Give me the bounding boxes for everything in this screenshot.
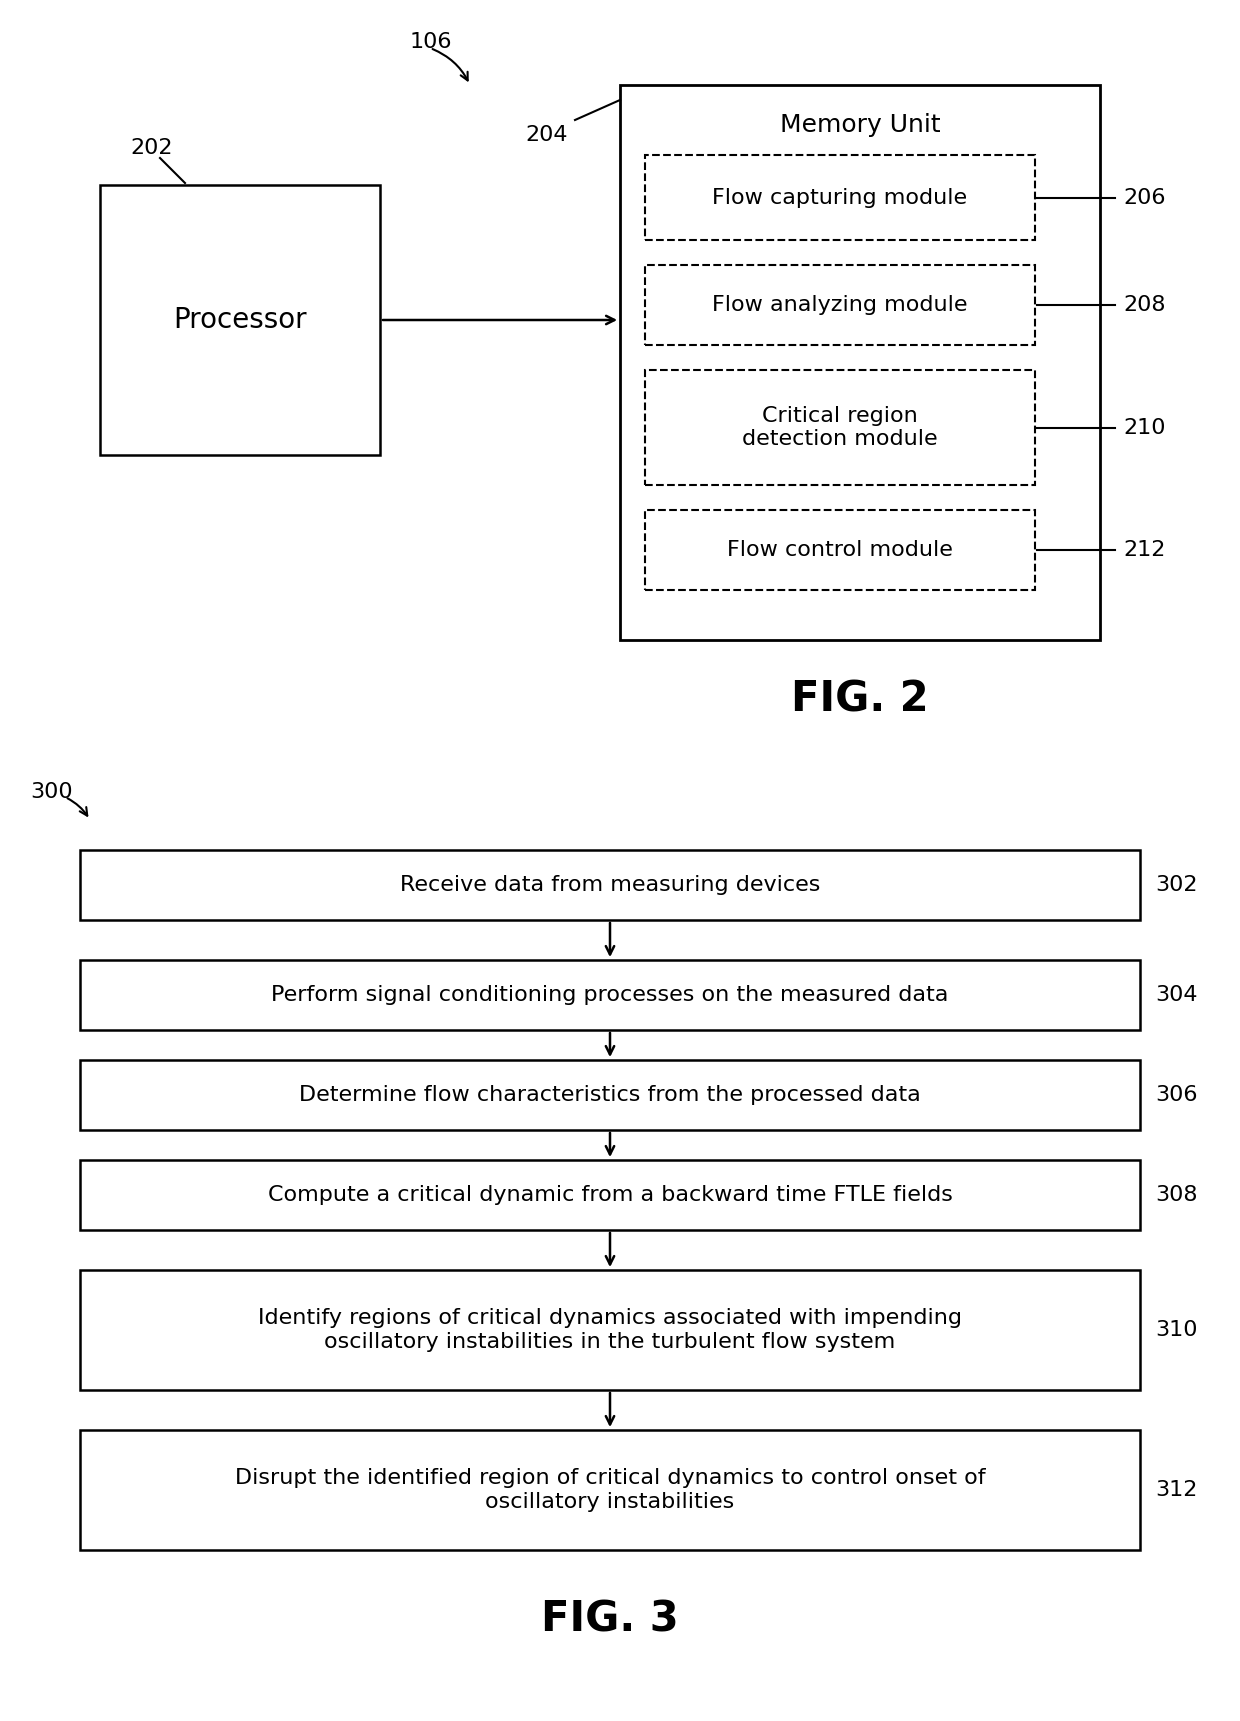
Text: 210: 210 xyxy=(1123,418,1166,437)
Text: 304: 304 xyxy=(1154,984,1198,1005)
Text: FIG. 2: FIG. 2 xyxy=(791,680,929,721)
Bar xyxy=(81,850,1140,921)
Bar xyxy=(100,184,379,454)
Text: 300: 300 xyxy=(30,781,73,802)
Bar xyxy=(645,370,1035,485)
Text: 212: 212 xyxy=(1123,540,1166,559)
Text: Disrupt the identified region of critical dynamics to control onset of
oscillato: Disrupt the identified region of critica… xyxy=(234,1468,986,1511)
Bar xyxy=(620,84,1100,640)
Text: 306: 306 xyxy=(1154,1084,1198,1105)
Text: 302: 302 xyxy=(1154,874,1198,895)
Text: Receive data from measuring devices: Receive data from measuring devices xyxy=(399,874,820,895)
Bar xyxy=(81,1430,1140,1551)
Text: Flow control module: Flow control module xyxy=(727,540,952,559)
Text: 312: 312 xyxy=(1154,1480,1198,1501)
Bar xyxy=(81,1060,1140,1131)
Text: Memory Unit: Memory Unit xyxy=(780,114,940,138)
Bar xyxy=(81,1160,1140,1231)
Bar xyxy=(81,960,1140,1029)
Bar xyxy=(645,155,1035,239)
Text: 208: 208 xyxy=(1123,294,1166,315)
Bar xyxy=(81,1270,1140,1391)
Text: Critical region
detection module: Critical region detection module xyxy=(743,406,937,449)
Text: FIG. 3: FIG. 3 xyxy=(541,1599,678,1642)
Bar xyxy=(645,265,1035,344)
Bar xyxy=(645,509,1035,590)
Text: Identify regions of critical dynamics associated with impending
oscillatory inst: Identify regions of critical dynamics as… xyxy=(258,1308,962,1351)
Text: Perform signal conditioning processes on the measured data: Perform signal conditioning processes on… xyxy=(272,984,949,1005)
Text: 206: 206 xyxy=(1123,188,1166,208)
Text: Flow capturing module: Flow capturing module xyxy=(713,188,967,208)
Text: 106: 106 xyxy=(410,33,453,52)
Text: Compute a critical dynamic from a backward time FTLE fields: Compute a critical dynamic from a backwa… xyxy=(268,1186,952,1205)
Text: 310: 310 xyxy=(1154,1320,1198,1341)
Text: Flow analyzing module: Flow analyzing module xyxy=(712,294,967,315)
Text: 204: 204 xyxy=(525,126,568,145)
Text: Determine flow characteristics from the processed data: Determine flow characteristics from the … xyxy=(299,1084,921,1105)
Text: 202: 202 xyxy=(130,138,172,158)
Text: Processor: Processor xyxy=(174,306,306,334)
Text: 308: 308 xyxy=(1154,1186,1198,1205)
